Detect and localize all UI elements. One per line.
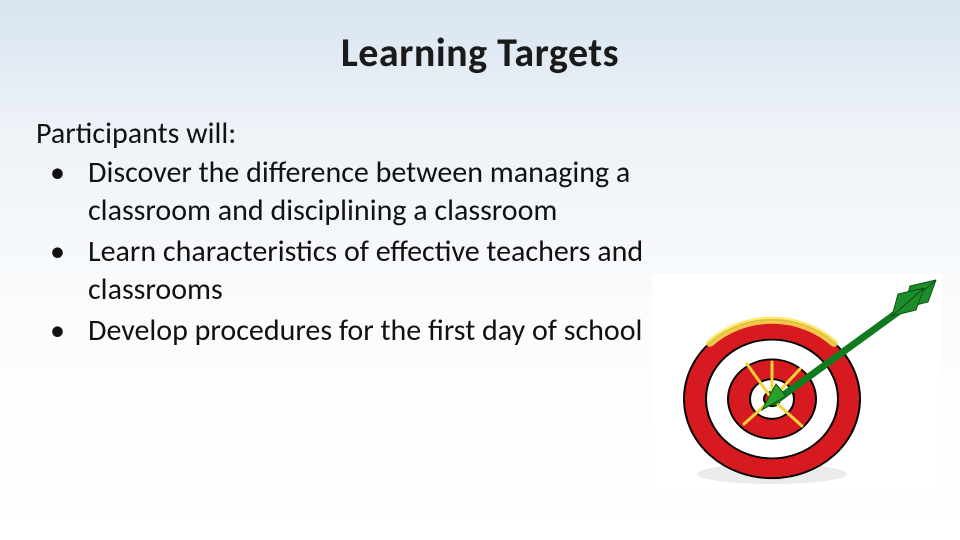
content-block: Participants will: Discover the differen…: [36, 115, 656, 354]
intro-text: Participants will:: [36, 115, 656, 152]
list-item: Develop procedures for the first day of …: [36, 312, 656, 350]
target-icon: [652, 274, 942, 494]
list-item: Discover the difference between managing…: [36, 154, 656, 229]
list-item: Learn characteristics of effective teach…: [36, 233, 656, 308]
bullet-list: Discover the difference between managing…: [36, 154, 656, 350]
target-illustration: [652, 274, 942, 494]
slide-title: Learning Targets: [0, 0, 960, 77]
